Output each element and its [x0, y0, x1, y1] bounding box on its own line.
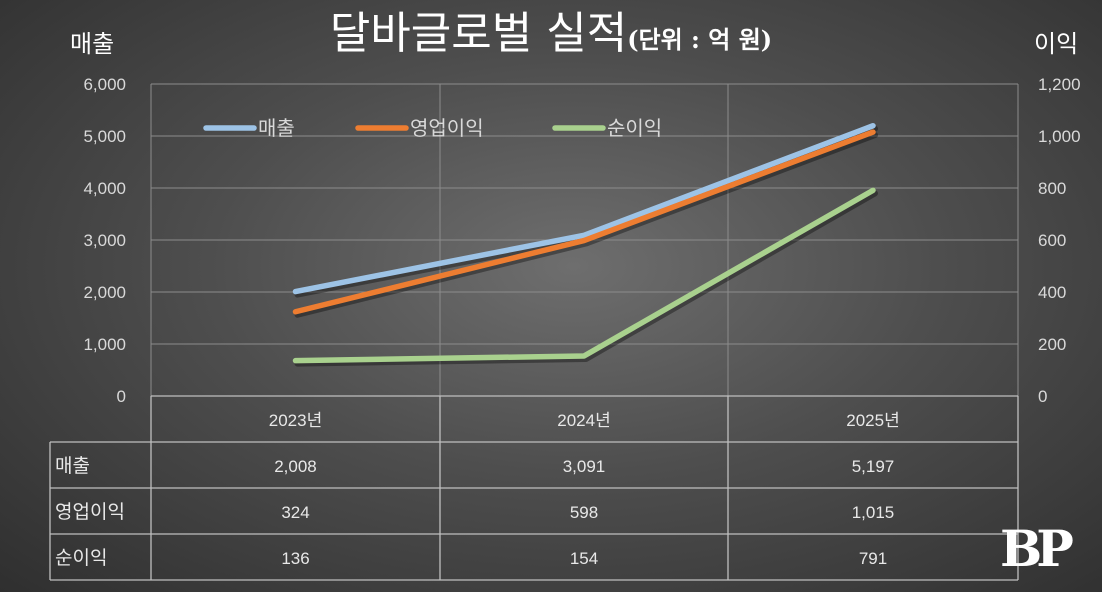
series-line-shadow [294, 190, 878, 367]
right-axis-tick-label: 600 [1038, 231, 1066, 250]
left-axis-tick-label: 6,000 [83, 75, 126, 94]
left-axis-tick-label: 1,000 [83, 335, 126, 354]
right-axis-tick-label: 1,000 [1038, 127, 1081, 146]
table-cell: 5,197 [852, 457, 895, 476]
right-axis-tick-label: 200 [1038, 335, 1066, 354]
chart-title-unit: (단위 : 억 원) [627, 25, 773, 54]
table-cell: 2,008 [274, 457, 317, 476]
legend-label: 순이익 [607, 116, 662, 140]
logo: BP [1000, 519, 1074, 578]
series-line-shadow [294, 125, 878, 298]
table-cell: 598 [570, 503, 598, 522]
table-cell: 154 [570, 549, 598, 568]
legend-label: 매출 [258, 116, 295, 140]
table-row-label: 매출 [55, 455, 90, 477]
table-cell: 324 [281, 503, 309, 522]
left-axis-tick-label: 0 [117, 387, 126, 406]
right-axis-tick-label: 800 [1038, 179, 1066, 198]
left-axis-tick-label: 3,000 [83, 231, 126, 250]
table-cell: 3,091 [563, 457, 606, 476]
series-line [292, 123, 876, 295]
table-cell: 1,015 [852, 503, 895, 522]
left-axis-title: 매출 [70, 30, 115, 58]
right-axis-tick-label: 400 [1038, 283, 1066, 302]
legend-label: 영업이익 [410, 116, 484, 140]
table-cell: 791 [859, 549, 887, 568]
right-axis-tick-label: 0 [1038, 387, 1047, 406]
right-axis-tick-label: 1,200 [1038, 75, 1081, 94]
series-line [292, 129, 876, 315]
left-axis-tick-label: 4,000 [83, 179, 126, 198]
chart-title: 달바글로벌 실적(단위 : 억 원) [0, 12, 1102, 56]
table-header-cell: 2023년 [269, 411, 322, 430]
left-axis-tick-label: 2,000 [83, 283, 126, 302]
table-row-label: 순이익 [55, 547, 107, 569]
chart-title-main: 달바글로벌 실적 [329, 8, 628, 59]
series-line [292, 187, 876, 364]
table-cell: 136 [281, 549, 309, 568]
series-line-shadow [294, 132, 878, 318]
table-header-cell: 2025년 [846, 411, 899, 430]
table-header-cell: 2024년 [557, 411, 610, 430]
table-row-label: 영업이익 [55, 501, 125, 523]
right-axis-title: 이익 [1034, 30, 1079, 58]
left-axis-tick-label: 5,000 [83, 127, 126, 146]
